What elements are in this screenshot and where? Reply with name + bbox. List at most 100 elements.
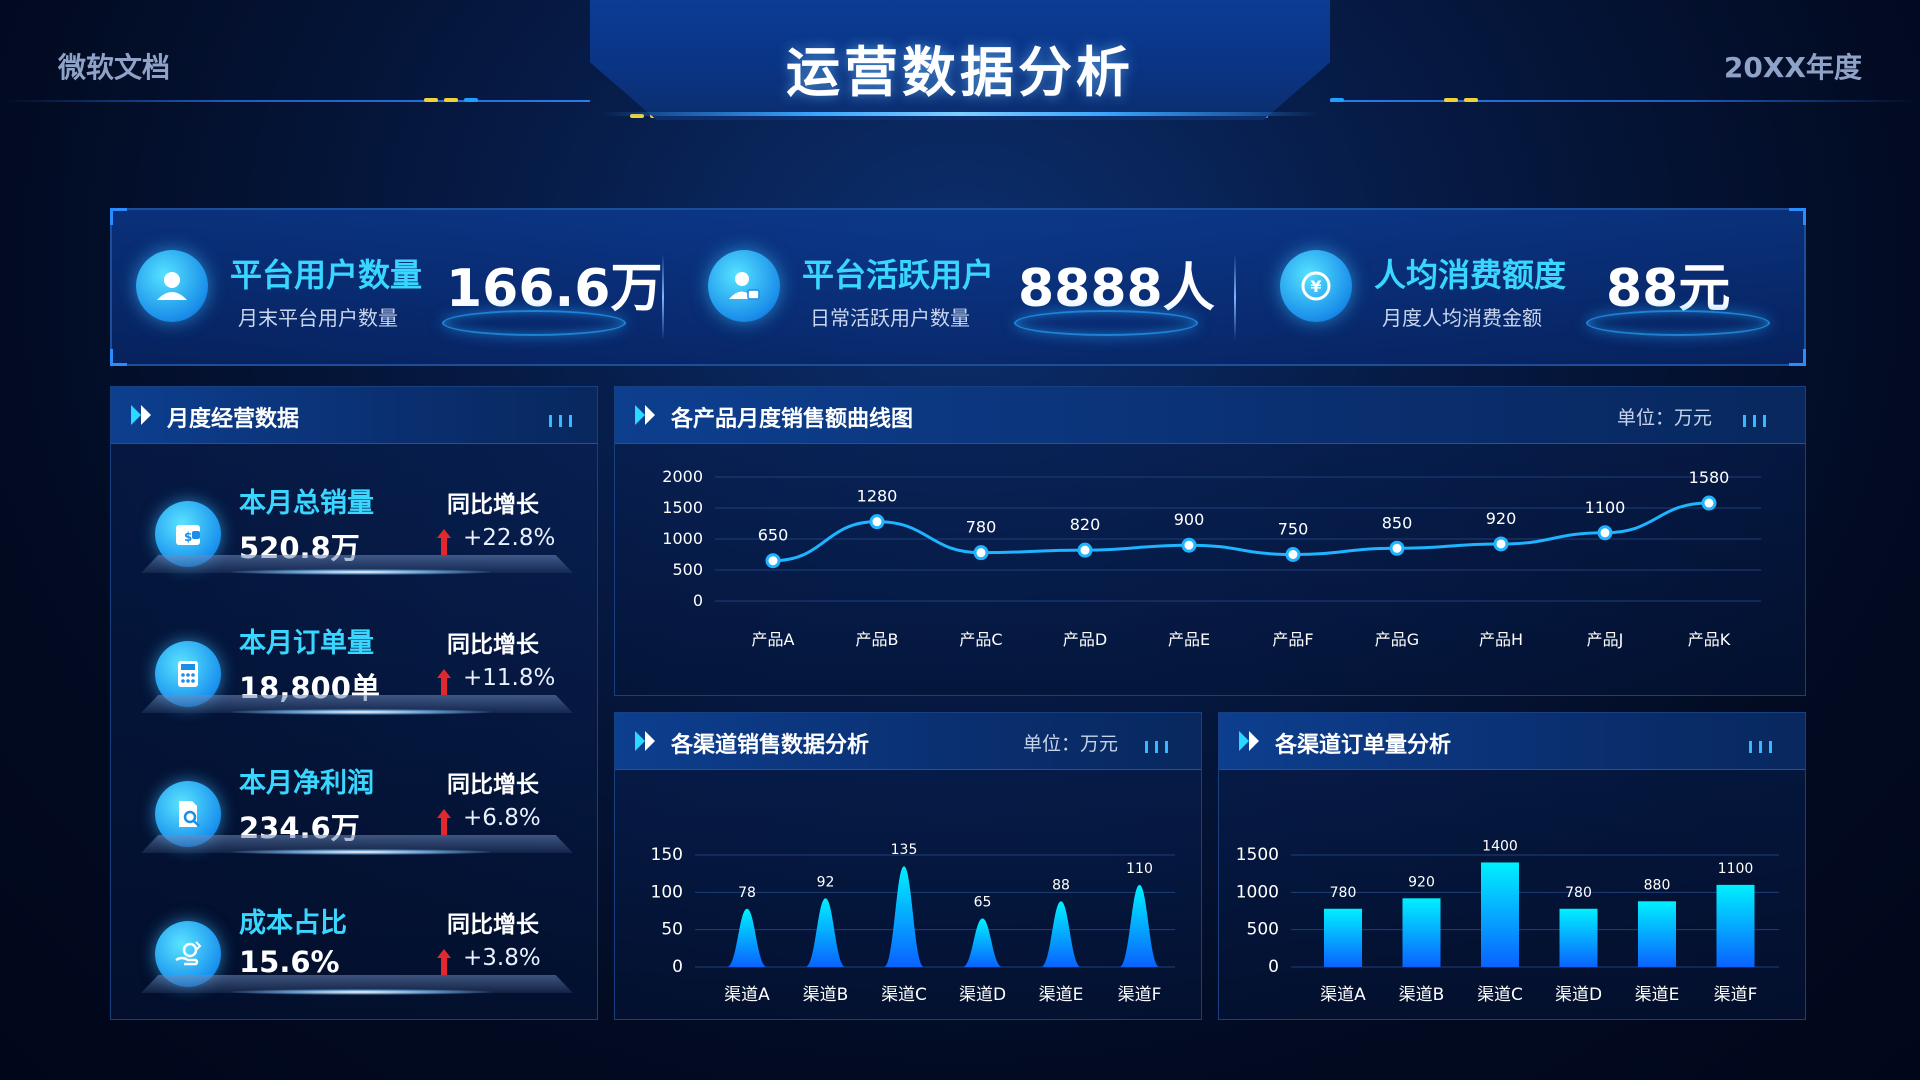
unit-label: 单位：万元 [1617,407,1713,429]
bars-icon [1145,739,1175,753]
data-label: 920 [1486,509,1517,528]
x-tick-label: 产品E [1168,630,1210,649]
yoy-label: 同比增长 [447,492,539,518]
kpi-title: 人均消费额度 [1374,256,1567,294]
header-dash [630,114,644,118]
metric-glow [231,709,491,715]
y-tick-label: 0 [1268,957,1279,977]
data-label: 1280 [857,487,898,506]
data-label: 780 [1565,885,1592,901]
metric-label: 本月净利润 [239,768,374,799]
up-arrow-icon [437,809,451,835]
up-arrow-icon [437,949,451,975]
channel-orders-chart: 0 500 1000 1500 780 渠道A 920 渠道B 1400 渠道C 780 渠道D 880… [1236,838,1779,1005]
x-tick-label: 渠道C [881,985,927,1005]
bar [1716,884,1755,967]
data-label: 135 [891,842,918,858]
yoy-label: 同比增长 [447,632,539,658]
x-tick-label: 产品G [1375,630,1419,649]
header-dash [444,98,458,102]
x-tick-label: 产品K [1688,630,1731,649]
data-label: 920 [1408,874,1435,890]
panel-title: 各渠道订单量分析 [1275,733,1452,758]
active-user-icon [708,250,780,322]
line-chart: 0 500 1000 1500 2000 650 产品A 1280 产品B 780 产品C 820 产品… [662,467,1761,649]
x-tick-label: 渠道A [724,985,770,1005]
bar [1402,898,1441,967]
up-arrow-icon [437,669,451,695]
metric-net-profit: 本月净利润 234.6万 同比增长 +6.8% [111,761,599,901]
x-tick-label: 渠道D [959,985,1006,1005]
x-tick-label: 产品D [1063,630,1107,649]
data-label: 880 [1644,877,1671,893]
metric-label: 成本占比 [239,908,347,939]
metric-pedestal [141,555,573,573]
yoy-value: +11.8% [463,665,556,691]
metric-pedestal [141,695,573,713]
x-tick-label: 渠道E [1635,985,1680,1005]
x-tick-label: 渠道E [1039,985,1084,1005]
panel-title: 月度经营数据 [167,407,300,432]
data-label: 92 [817,874,835,890]
kpi-pedestal [1014,310,1198,336]
data-point [1389,540,1405,556]
data-label: 78 [738,885,756,901]
header-dash [1330,98,1344,102]
data-label: 780 [1330,885,1357,901]
peak-bar [727,908,767,967]
metric-glow [231,569,491,575]
data-point [1597,525,1613,541]
chevron-right-icon [635,731,655,751]
yoy-label: 同比增长 [447,912,539,938]
y-tick-label: 0 [672,957,683,977]
data-point [1701,495,1717,511]
kpi-panel: 平台用户数量 月末平台用户数量 166.6万 平台活跃用户 日常活跃用户数量 8… [110,208,1806,366]
peak-bar [1041,901,1081,967]
panel-header: 各渠道销售数据分析 单位：万元 [615,713,1201,770]
x-tick-label: 渠道F [1714,985,1758,1005]
data-label: 820 [1070,515,1101,534]
channel-sales-chart: 0 50 100 150 78 渠道A 92 渠道B 135 渠道C 65 渠道D 88 渠道E 110 渠道… [651,842,1175,1005]
data-label: 65 [974,894,992,910]
bar [1559,908,1598,967]
y-tick-label: 500 [672,560,703,579]
up-arrow-icon [437,529,451,555]
data-label: 1580 [1689,468,1730,487]
y-tick-label: 150 [651,845,683,865]
page-title: 运营数据分析 [786,41,1134,104]
data-label: 88 [1052,877,1070,893]
data-label: 780 [966,518,997,537]
yoy-label: 同比增长 [447,772,539,798]
metric-label: 本月总销量 [239,488,374,519]
data-point [869,514,885,530]
metric-cost-ratio: 成本占比 15.6% 同比增长 +3.8% [111,901,599,1041]
year-text: 20XX年度 [1723,51,1862,84]
yoy-value: +6.8% [463,805,541,831]
x-tick-label: 渠道C [1477,985,1523,1005]
peak-bar [962,918,1003,967]
panel-header: 各产品月度销售额曲线图 单位：万元 [615,387,1805,444]
y-tick-label: 0 [693,591,703,610]
x-tick-label: 渠道A [1320,985,1366,1005]
brand-text: 微软文档 [58,51,171,84]
chevron-right-icon [131,405,151,425]
x-tick-label: 产品H [1479,630,1523,649]
peak-bar [884,866,924,967]
corner-bracket [110,349,127,366]
metric-glow [231,849,491,855]
kpi-pedestal [1586,310,1770,336]
kpi-active-users: 平台活跃用户 日常活跃用户数量 8888人 [684,210,1244,364]
header-line-left [0,100,590,102]
kpi-divider [662,254,664,340]
series-line [772,501,1710,563]
kpi-title: 平台活跃用户 [802,256,995,294]
data-label: 110 [1126,861,1153,877]
header-dash [424,98,438,102]
y-tick-label: 100 [651,882,683,902]
y-tick-label: 1500 [662,498,703,517]
data-point [1493,536,1509,552]
panel-title: 各渠道销售数据分析 [671,733,870,758]
data-point [1285,547,1301,562]
metric-pedestal [141,975,573,993]
y-tick-label: 1500 [1236,845,1279,865]
